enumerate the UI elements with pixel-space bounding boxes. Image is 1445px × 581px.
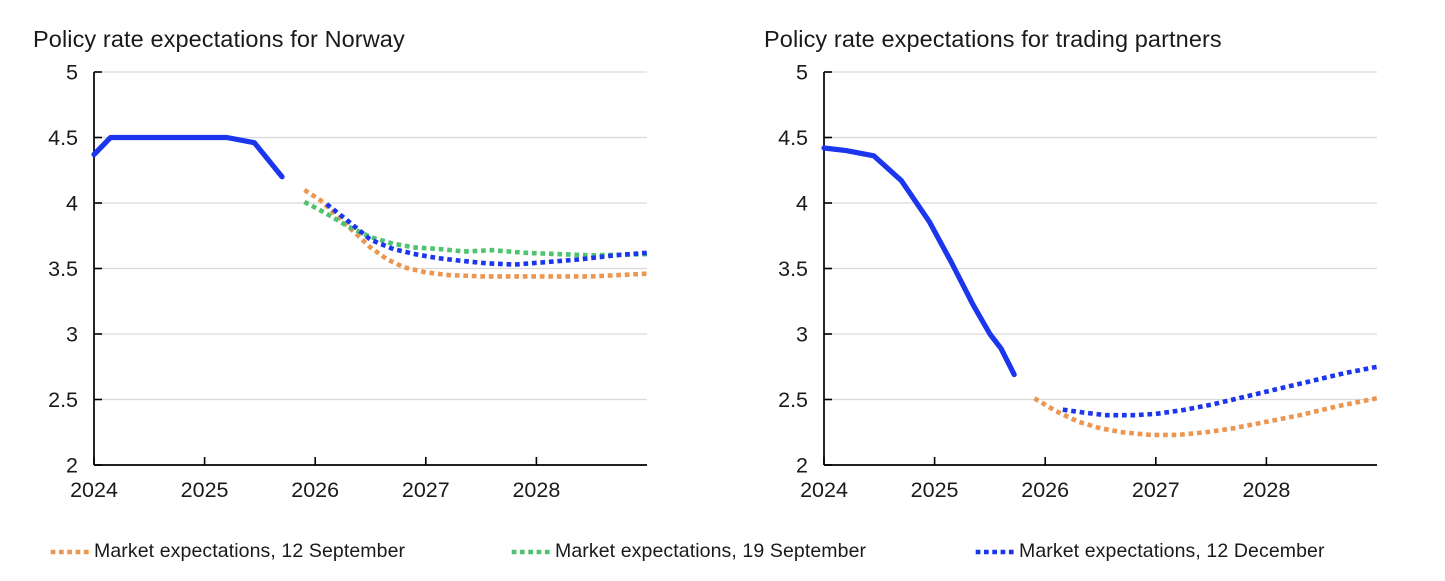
x-tick-label: 2028 (512, 478, 560, 502)
y-tick-label: 3.5 (48, 257, 78, 281)
y-tick-label: 3 (796, 323, 808, 347)
y-tick-label: 4 (66, 192, 78, 216)
y-tick-label: 2 (66, 454, 78, 478)
legend-item-19-september: Market expectations, 19 September (511, 540, 866, 563)
x-tick-label: 2025 (181, 478, 229, 502)
series-market-expectations-12-december-trading-partners (1062, 364, 1380, 418)
y-tick-label: 4.5 (48, 126, 78, 150)
x-tick-label: 2028 (1242, 478, 1290, 502)
x-tick-label: 2025 (911, 478, 959, 502)
chart-title-trading-partners: Policy rate expectations for trading par… (764, 26, 1222, 52)
y-tick-label: 5 (66, 61, 78, 85)
x-tick-label: 2026 (291, 478, 339, 502)
legend-item-12-september: Market expectations, 12 September (50, 540, 405, 563)
series-market-expectations-12-september-trading-partners (1033, 395, 1380, 438)
y-tick-label: 2 (796, 454, 808, 478)
y-tick-label: 4.5 (778, 126, 808, 150)
y-tick-label: 2.5 (778, 388, 808, 412)
legend-label: Market expectations, 12 December (1019, 540, 1325, 562)
legend-marker-dotted-orange (50, 549, 94, 554)
legend-marker-dotted-blue (975, 549, 1019, 554)
series-market-expectations-12-december-norway (325, 202, 650, 267)
legend-label: Market expectations, 19 September (555, 540, 867, 562)
series-historical-trading-partners (821, 145, 1017, 378)
y-tick-label: 5 (796, 61, 808, 85)
x-tick-label: 2024 (800, 478, 848, 502)
y-tick-label: 3.5 (778, 257, 808, 281)
x-tick-label: 2027 (402, 478, 450, 502)
chart-title-norway: Policy rate expectations for Norway (33, 26, 405, 52)
legend-item-12-december: Market expectations, 12 December (975, 540, 1325, 563)
y-tick-label: 2.5 (48, 388, 78, 412)
series-market-expectations-19-september-norway (303, 199, 650, 258)
x-tick-label: 2026 (1021, 478, 1069, 502)
series-historical-norway (91, 134, 285, 180)
y-tick-label: 4 (796, 192, 808, 216)
y-tick-label: 3 (66, 323, 78, 347)
x-tick-label: 2024 (70, 478, 118, 502)
legend-marker-dotted-green (511, 549, 555, 554)
x-tick-label: 2027 (1132, 478, 1180, 502)
legend-label: Market expectations, 12 September (94, 540, 406, 562)
